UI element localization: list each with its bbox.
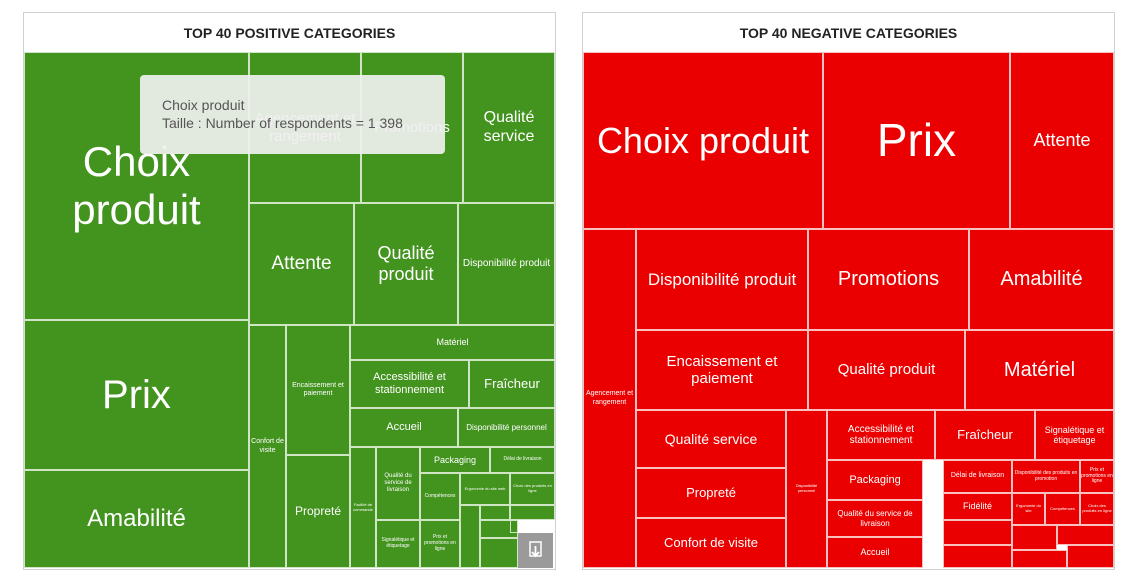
treemap-tile[interactable]: Confort de visite <box>636 518 786 568</box>
treemap-tile[interactable]: Qualité produit <box>808 330 965 410</box>
treemap-tile[interactable]: Qualité du service de livraison <box>376 447 420 520</box>
treemap-tile[interactable]: Fraîcheur <box>469 360 555 408</box>
treemap-tile-small <box>510 505 555 520</box>
treemap-tile[interactable]: Attente <box>249 203 354 325</box>
treemap-tile[interactable]: Disponibilité des produits en promotion <box>1012 460 1080 493</box>
treemap-tile[interactable]: Propreté <box>636 468 786 518</box>
treemap-tile[interactable]: Ergonomie du site <box>1012 493 1045 525</box>
treemap-tile[interactable]: Qualité service <box>463 52 555 203</box>
treemap-tile[interactable]: Attente <box>1010 52 1114 229</box>
panel-title: TOP 40 POSITIVE CATEGORIES <box>24 13 555 54</box>
treemap-tile[interactable]: Qualité produit <box>354 203 458 325</box>
treemap-tile[interactable]: Encaissement et paiement <box>286 325 350 455</box>
treemap-tile[interactable]: Choix produit <box>583 52 823 229</box>
treemap-tile[interactable]: Amabilité <box>969 229 1114 330</box>
treemap-tile[interactable]: Choix des produits en ligne <box>1080 493 1114 525</box>
treemap-tile[interactable]: Signalétique et étiquetage <box>1035 410 1114 460</box>
treemap-tile[interactable]: Accueil <box>350 408 458 447</box>
treemap-tile[interactable]: Disponibilité produit <box>636 229 808 330</box>
treemap-tile[interactable]: Fidélité <box>943 493 1012 520</box>
treemap-tile[interactable]: Compétences <box>1045 493 1080 525</box>
treemap-tile-small <box>460 505 480 568</box>
treemap-tile[interactable]: Disponibilité personnel <box>786 410 827 568</box>
treemap-tile[interactable]: Accessibilité et stationnement <box>827 410 935 460</box>
tooltip-text: Taille : Number of respondents = 1 398 <box>162 115 403 131</box>
download-icon <box>529 541 542 558</box>
treemap-tile[interactable]: Signalétique et étiquetage <box>376 520 420 568</box>
treemap-tile[interactable]: Choix des produits en ligne <box>510 473 555 505</box>
treemap-tile[interactable]: Prix <box>823 52 1010 229</box>
treemap-tile-small <box>480 505 510 520</box>
treemap-tile-small <box>1067 545 1114 568</box>
treemap-tile[interactable]: Encaissement et paiement <box>636 330 808 410</box>
download-button[interactable] <box>518 533 553 568</box>
treemap-tile-small <box>510 520 518 533</box>
treemap-tile[interactable]: Disponibilité personnel <box>458 408 555 447</box>
treemap-tile[interactable]: Délai de livraison <box>490 447 555 473</box>
treemap-tile[interactable]: Matériel <box>350 325 555 360</box>
treemap-tile[interactable]: Délai de livraison <box>943 460 1012 493</box>
treemap-tile[interactable]: Propreté <box>286 455 350 568</box>
tooltip: Choix produit Taille : Number of responde… <box>140 75 445 154</box>
treemap-tile-small <box>1012 525 1057 550</box>
treemap-tile-small <box>1057 525 1114 545</box>
panel-title: TOP 40 NEGATIVE CATEGORIES <box>583 13 1114 54</box>
treemap-tile[interactable]: Agencement et rangement <box>583 229 636 568</box>
treemap-tile[interactable]: Prix et promotions en ligne <box>420 520 460 568</box>
treemap-tile[interactable]: Accessibilité et stationnement <box>350 360 469 408</box>
treemap-tile[interactable]: Prix <box>24 320 249 470</box>
treemap-tile-small <box>943 545 1012 568</box>
treemap-tile[interactable]: Fraîcheur <box>935 410 1035 460</box>
treemap-tile[interactable]: Facilité de commande <box>350 447 376 568</box>
treemap-tile[interactable]: Accueil <box>827 537 923 568</box>
treemap-tile[interactable]: Prix et promotions en ligne <box>1080 460 1114 493</box>
treemap-tile[interactable]: Qualité du service de livraison <box>827 500 923 537</box>
treemap-tile[interactable]: Ergonomie du site web <box>460 473 510 505</box>
treemap-tile[interactable]: Packaging <box>420 447 490 473</box>
treemap-tile-small <box>943 520 1012 545</box>
treemap-tile[interactable]: Matériel <box>965 330 1114 410</box>
treemap-tile[interactable]: Packaging <box>827 460 923 500</box>
tooltip-title: Choix produit <box>162 97 245 113</box>
treemap-tile[interactable]: Confort de visite <box>249 325 286 568</box>
treemap-tile-small <box>1012 550 1067 568</box>
treemap-tile[interactable]: Promotions <box>808 229 969 330</box>
treemap-tile[interactable]: Disponibilité produit <box>458 203 555 325</box>
treemap-tile[interactable]: Compétences <box>420 473 460 520</box>
treemap-tile[interactable]: Amabilité <box>24 470 249 568</box>
treemap-tile[interactable]: Qualité service <box>636 410 786 468</box>
treemap-tile-small <box>480 538 518 568</box>
